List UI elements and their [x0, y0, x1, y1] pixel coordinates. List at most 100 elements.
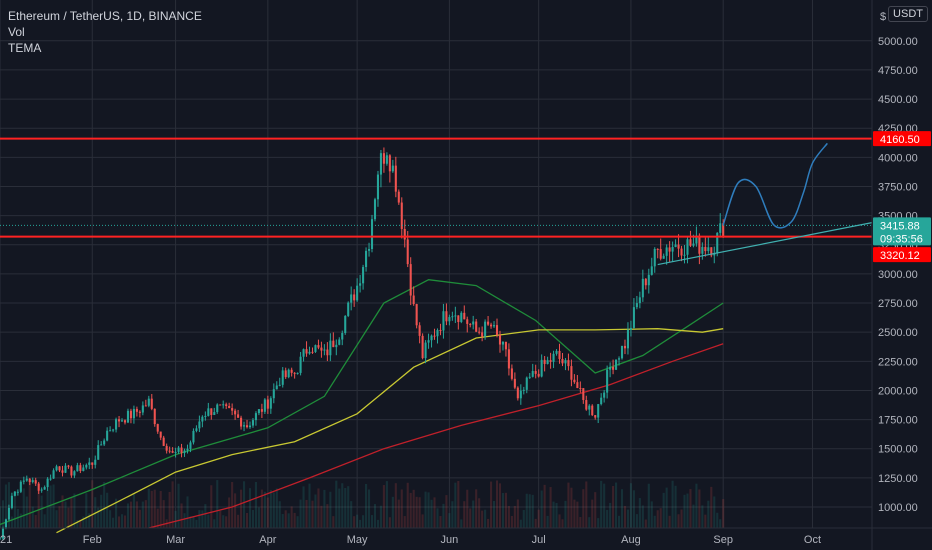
- candle-body: [266, 399, 269, 409]
- candle-body: [305, 349, 308, 354]
- candle-body: [600, 397, 603, 405]
- candle-body: [686, 239, 689, 255]
- time-tick-label: May: [347, 534, 368, 546]
- candle-body: [144, 405, 147, 407]
- candle-body: [317, 345, 320, 348]
- candle-body: [406, 239, 409, 265]
- candle-body: [510, 368, 513, 379]
- volume-bar: [638, 498, 641, 528]
- volume-bar: [52, 484, 55, 528]
- candle-body: [677, 244, 680, 249]
- volume-bar: [463, 501, 466, 528]
- candle-body: [293, 372, 296, 374]
- volume-bar: [91, 480, 94, 528]
- volume-bar: [585, 481, 588, 528]
- volume-bar: [394, 483, 397, 528]
- time-tick-label: Jun: [441, 534, 459, 546]
- volume-bar: [382, 485, 385, 528]
- candle-body: [7, 507, 10, 520]
- volume-bar: [478, 498, 481, 528]
- volume-bar: [216, 480, 219, 528]
- candle-body: [34, 480, 37, 484]
- volume-bar: [400, 489, 403, 528]
- candle-body: [472, 321, 475, 325]
- candle-body: [650, 266, 653, 275]
- candle-body: [653, 248, 656, 267]
- volume-bar: [418, 497, 421, 528]
- volume-bar: [537, 509, 540, 528]
- candle-body: [16, 491, 19, 493]
- volume-bar: [46, 489, 49, 528]
- volume-bar: [64, 501, 67, 528]
- candle-body: [394, 165, 397, 192]
- volume-bar: [549, 487, 552, 528]
- candle-body: [594, 415, 597, 418]
- volume-bar: [180, 503, 183, 528]
- volume-bar: [195, 519, 198, 528]
- candle-body: [281, 370, 284, 385]
- volume-bar: [606, 509, 609, 528]
- candle-body: [61, 470, 64, 473]
- price-axis[interactable]: 1000.00 1250.00 1500.00 1750.00 2000.00 2250.…: [871, 0, 918, 550]
- volume-bar: [558, 514, 561, 528]
- chart-legend: Ethereum / TetherUS, 1D, BINANCE Vol TEM…: [8, 8, 202, 56]
- volume-bar: [204, 504, 207, 528]
- volume-bar: [513, 505, 516, 528]
- candle-body: [692, 243, 695, 246]
- volume-bar: [519, 519, 522, 528]
- volume-bar: [353, 516, 356, 528]
- candle-body: [82, 467, 85, 471]
- volume-bar: [573, 499, 576, 528]
- volume-bar: [135, 501, 138, 528]
- volume-bar: [609, 502, 612, 528]
- volume-bar: [674, 485, 677, 528]
- candle-body: [85, 464, 88, 468]
- volume-bar: [448, 513, 451, 528]
- volume-indicator-label[interactable]: Vol: [8, 25, 25, 39]
- candle-body: [448, 317, 451, 322]
- volume-bar: [225, 516, 228, 528]
- time-axis[interactable]: 2021 Feb Mar Apr May Jun Jul Aug Sep Oct: [0, 527, 932, 546]
- candle-body: [284, 370, 287, 378]
- volume-bar: [722, 499, 725, 528]
- volume-bar: [501, 493, 505, 528]
- candle-body: [350, 294, 353, 303]
- volume-bar: [144, 500, 147, 528]
- volume-bar: [644, 519, 647, 528]
- volume-bar: [641, 505, 644, 528]
- top-level-badge-background: [873, 131, 931, 147]
- volume-bar: [123, 515, 127, 528]
- candle-body: [606, 369, 609, 393]
- currency-button[interactable]: USDT: [888, 6, 928, 22]
- candle-body: [412, 295, 415, 305]
- volume-bar: [332, 516, 335, 528]
- candle-body: [156, 424, 159, 432]
- volume-bar: [719, 519, 722, 528]
- volume-bar: [245, 512, 249, 528]
- candle-body: [356, 285, 359, 301]
- candle-body: [478, 331, 481, 333]
- candle-body: [716, 232, 719, 254]
- candle-body: [314, 345, 317, 352]
- candle-body: [612, 366, 615, 370]
- volume-bar: [344, 488, 347, 528]
- volume-bar: [260, 489, 263, 528]
- time-tick-label: Jul: [532, 534, 546, 546]
- symbol-title[interactable]: Ethereum / TetherUS, 1D, BINANCE: [8, 9, 202, 23]
- candle-body: [13, 491, 16, 496]
- candle-body: [442, 311, 445, 331]
- price-tick-label: 1250.00: [878, 473, 918, 485]
- candle-body: [365, 250, 368, 268]
- volume-bar: [600, 480, 603, 528]
- volume-bar: [159, 491, 162, 528]
- time-tick-label: Sep: [713, 534, 733, 546]
- price-tick-label: 3750.00: [878, 181, 918, 193]
- candle-body: [623, 345, 627, 349]
- price-tick-label: 2000.00: [878, 385, 918, 397]
- volume-bar: [698, 489, 701, 528]
- tema-indicator-label[interactable]: TEMA: [8, 41, 42, 55]
- candle-body: [415, 304, 418, 326]
- candle-body: [567, 360, 570, 367]
- volume-bar: [576, 501, 579, 528]
